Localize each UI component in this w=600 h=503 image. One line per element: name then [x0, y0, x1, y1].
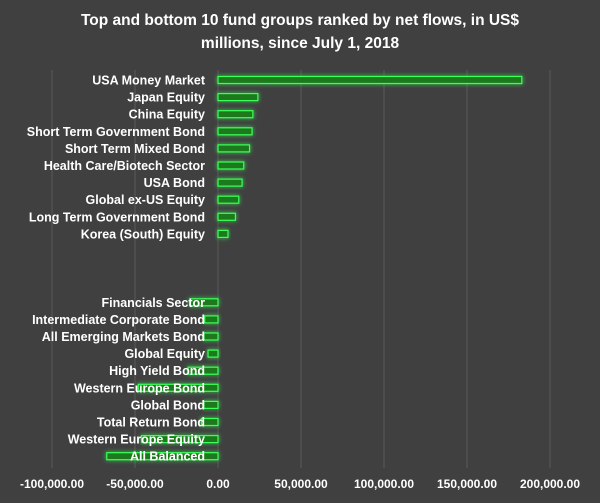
category-label: Korea (South) Equity [81, 227, 205, 241]
x-tick-label: 50,000.00 [274, 477, 328, 491]
category-label: Health Care/Biotech Sector [44, 159, 205, 173]
bar [217, 144, 251, 153]
bar [217, 110, 254, 119]
bar [217, 178, 243, 187]
bar [217, 92, 259, 102]
chart-title-line: millions, since July 1, 2018 [201, 35, 400, 52]
bars [106, 75, 523, 461]
category-label: All Emerging Markets Bond [42, 330, 205, 344]
bar [204, 315, 219, 324]
category-label: Short Term Government Bond [27, 125, 205, 139]
bar [203, 332, 219, 341]
bar [217, 195, 240, 204]
category-label: Western Europe Equity [68, 433, 205, 447]
bar [217, 161, 245, 170]
bar [200, 417, 219, 427]
category-label: Total Return Bond [97, 416, 205, 430]
gridlines [51, 70, 551, 468]
bar [217, 212, 237, 221]
x-tick-label: 100,000.00 [354, 477, 414, 491]
bar [203, 400, 219, 409]
category-label: High Yield Bond [109, 364, 205, 378]
bar [217, 229, 229, 238]
category-label: Global ex-US Equity [86, 193, 206, 207]
bar [141, 435, 219, 444]
x-tick-label: -50,000.00 [106, 477, 164, 491]
chart-title: Top and bottom 10 fund groups ranked by … [81, 12, 519, 52]
category-label: USA Money Market [92, 74, 206, 88]
chart-title-line: Top and bottom 10 fund groups ranked by … [81, 12, 519, 29]
category-labels: USA Money Market Japan Equity China Equity… [27, 74, 206, 464]
bar [137, 383, 219, 392]
x-tick-labels: -100,000.00 -50,000.00 0.00 50,000.00 100,00… [20, 477, 580, 491]
category-label: Intermediate Corporate Bond [32, 313, 205, 327]
x-tick-label: 150,000.00 [437, 477, 497, 491]
bar [207, 349, 219, 358]
category-label: China Equity [129, 108, 205, 122]
category-label: Global Equity [124, 347, 205, 361]
bar [189, 298, 219, 307]
category-label: Japan Equity [127, 91, 205, 105]
category-label: USA Bond [144, 176, 205, 190]
category-label: Financials Sector [101, 296, 205, 310]
x-tick-label: 0.00 [206, 477, 230, 491]
category-label: All Balanced [130, 450, 205, 464]
bar [217, 127, 253, 136]
category-label: Long Term Government Bond [29, 210, 205, 224]
bar [106, 452, 219, 461]
category-label: Global Bond [131, 398, 205, 412]
category-label: Western Europe Bond [74, 381, 205, 395]
bar [187, 366, 219, 375]
x-tick-label: -100,000.00 [20, 477, 84, 491]
bar [217, 75, 523, 85]
x-tick-label: 200,000.00 [520, 477, 580, 491]
category-label: Short Term Mixed Bond [65, 142, 205, 156]
